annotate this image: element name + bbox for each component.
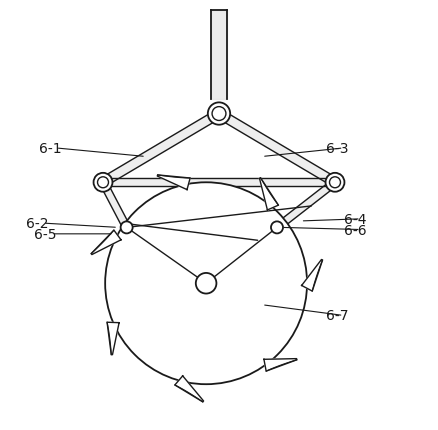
Circle shape xyxy=(105,183,307,384)
Circle shape xyxy=(325,173,344,192)
Polygon shape xyxy=(101,110,222,187)
Circle shape xyxy=(208,103,230,126)
Text: 6-6: 6-6 xyxy=(343,223,366,237)
Polygon shape xyxy=(100,181,130,230)
Polygon shape xyxy=(259,178,279,210)
Polygon shape xyxy=(302,260,322,292)
Text: 6-1: 6-1 xyxy=(39,141,61,156)
Text: 6-4: 6-4 xyxy=(343,212,366,226)
Polygon shape xyxy=(264,359,297,371)
Polygon shape xyxy=(91,230,121,255)
Text: 6-2: 6-2 xyxy=(26,217,48,230)
Circle shape xyxy=(98,178,109,188)
Polygon shape xyxy=(157,175,190,190)
Text: 6-7: 6-7 xyxy=(326,309,349,322)
Circle shape xyxy=(120,222,133,234)
Circle shape xyxy=(196,273,216,294)
Text: 6-3: 6-3 xyxy=(326,141,349,156)
Circle shape xyxy=(212,108,226,121)
Polygon shape xyxy=(103,179,335,187)
Polygon shape xyxy=(275,180,337,231)
Polygon shape xyxy=(107,322,119,355)
Polygon shape xyxy=(211,12,227,99)
Circle shape xyxy=(329,178,340,188)
Text: 6-5: 6-5 xyxy=(34,227,57,241)
Polygon shape xyxy=(216,110,337,187)
Polygon shape xyxy=(175,376,204,402)
Circle shape xyxy=(271,222,283,234)
Circle shape xyxy=(94,173,113,192)
